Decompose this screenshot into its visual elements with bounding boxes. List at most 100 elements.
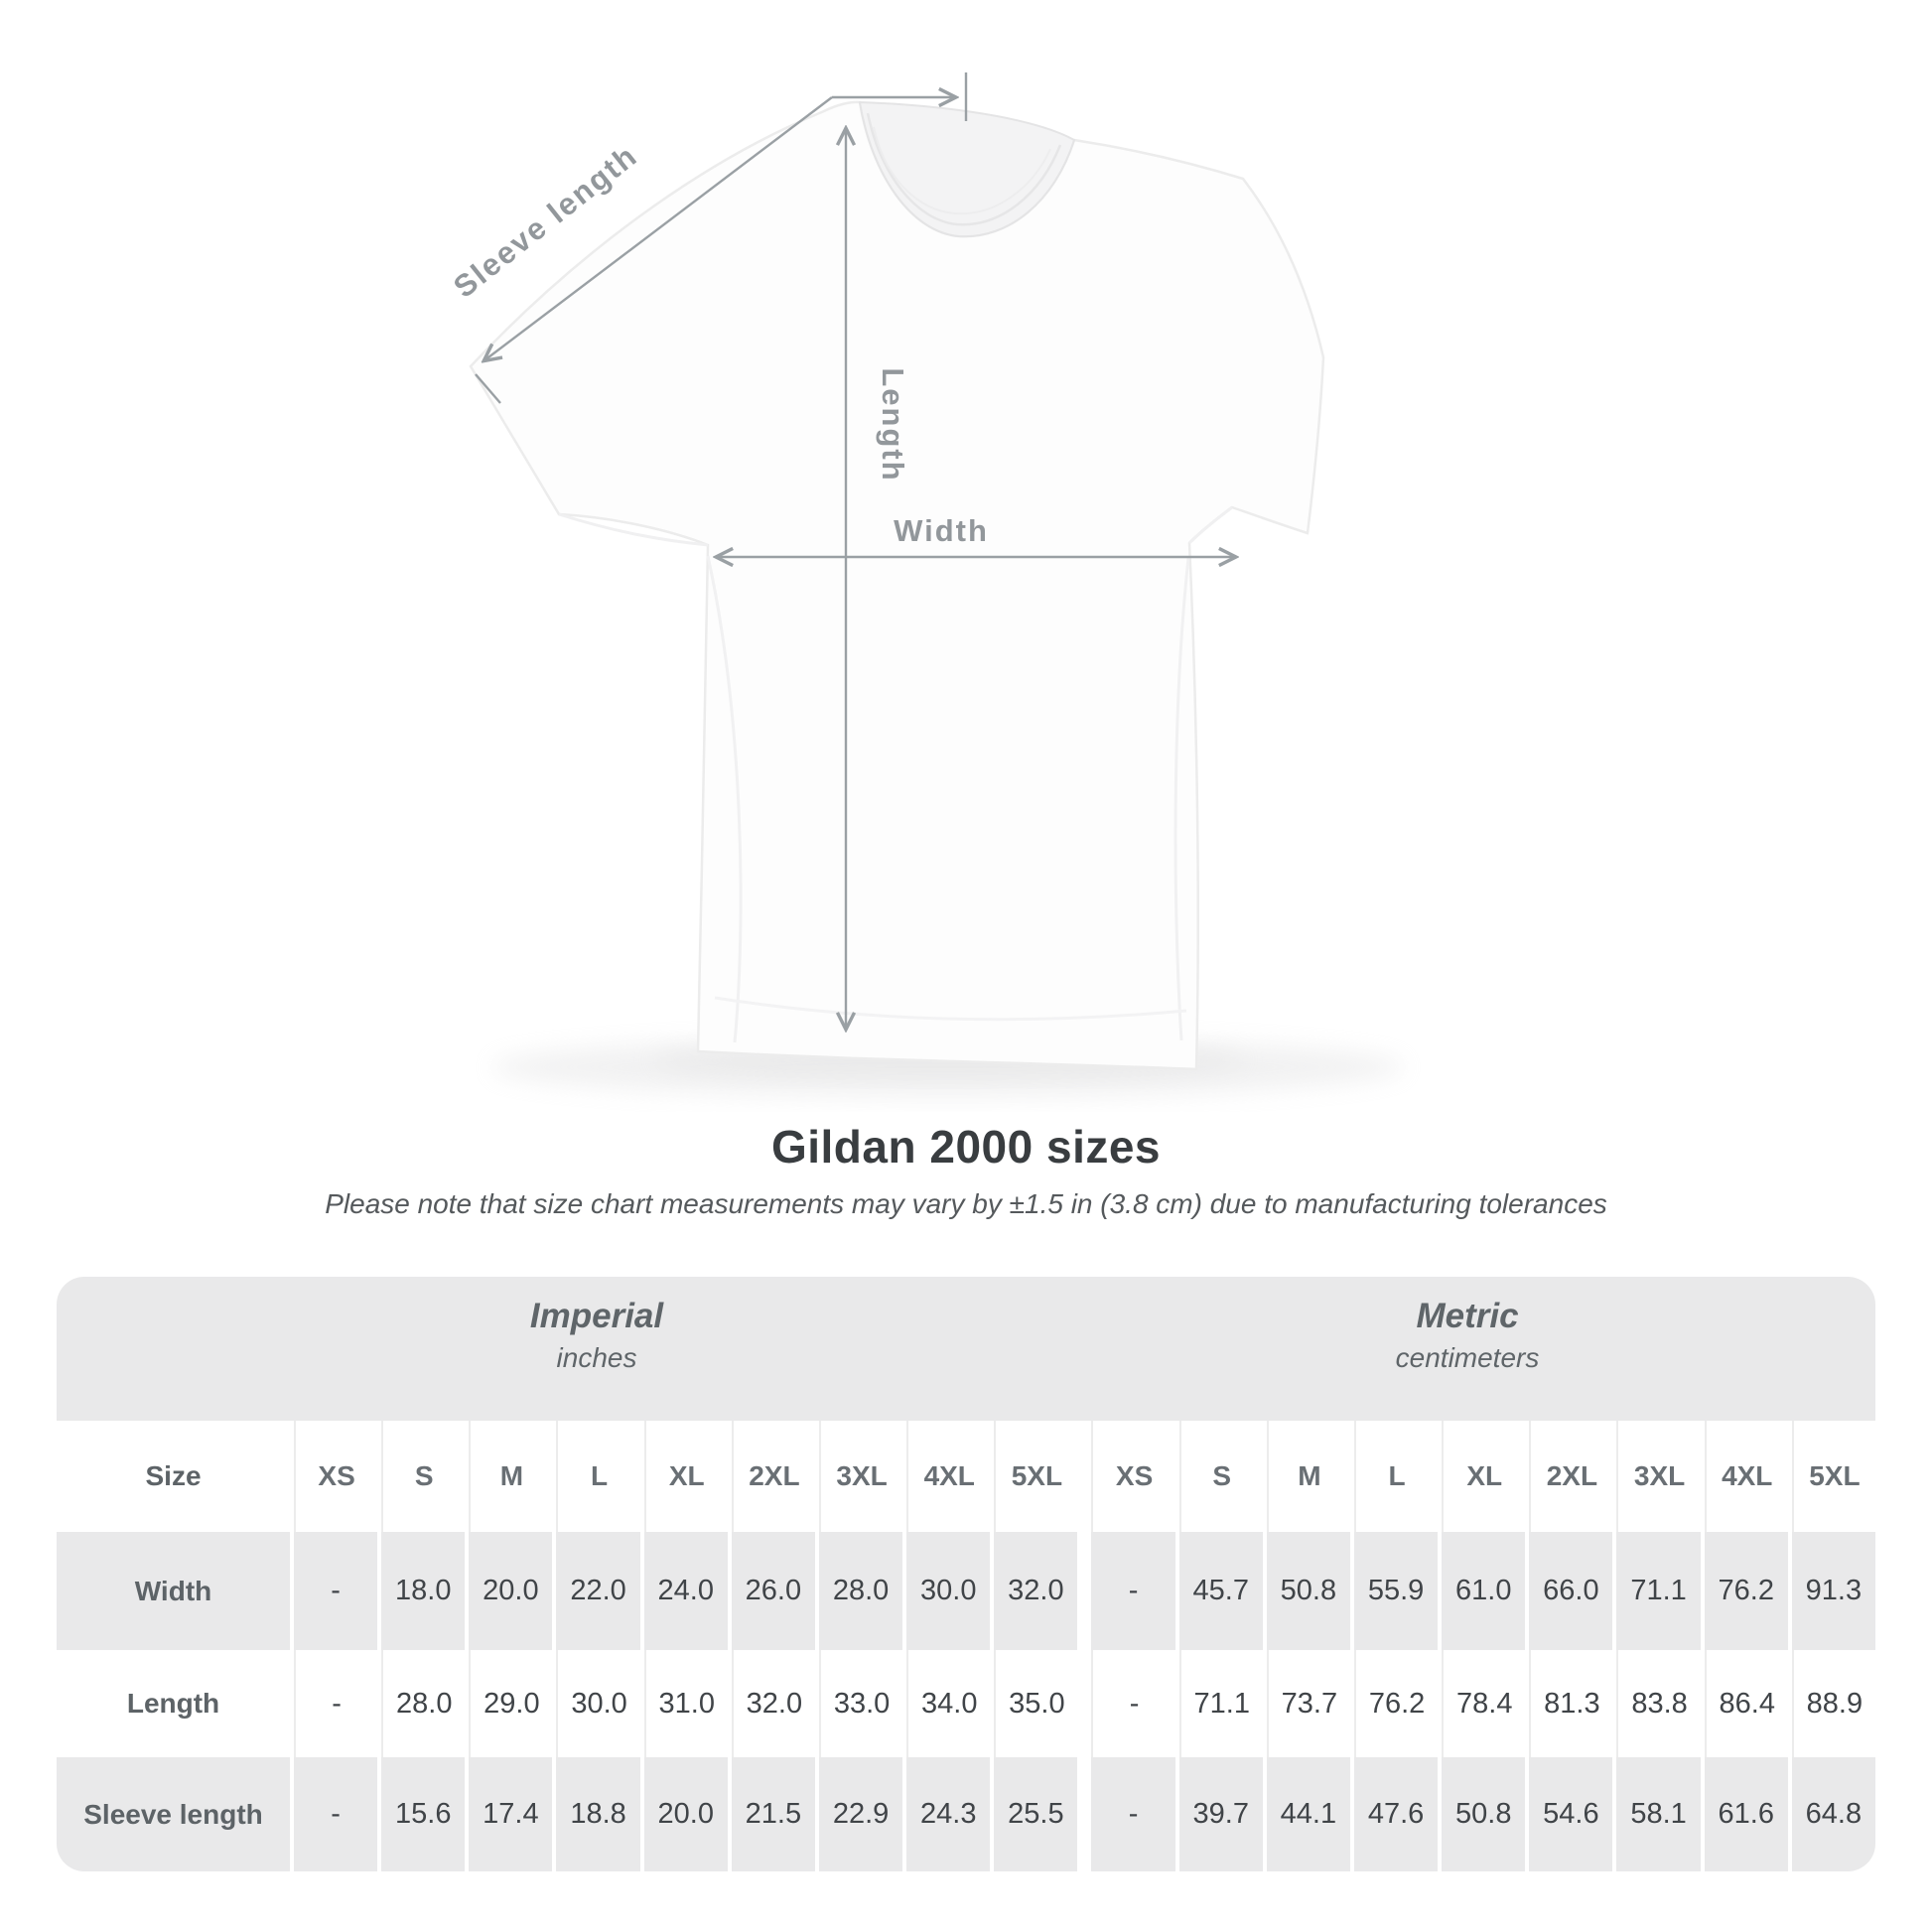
metric-value-cell: 86.4 [1704,1650,1788,1757]
imperial-value-cell: 35.0 [994,1650,1078,1757]
imperial-value-cell: 28.0 [381,1650,466,1757]
imperial-value-cell: 20.0 [469,1532,553,1650]
imperial-value-cell: 22.0 [556,1532,640,1650]
size-header-metric: S [1178,1421,1263,1532]
imperial-value-cell: 29.0 [469,1650,553,1757]
imperial-metric-gap [1081,1421,1088,1532]
metric-value-cell: 64.8 [1791,1757,1875,1871]
metric-value-cell: 73.7 [1266,1650,1350,1757]
metric-value-cell: 47.6 [1353,1757,1439,1871]
metric-value-cell: 55.9 [1353,1532,1439,1650]
metric-value-cell: 76.2 [1704,1532,1788,1650]
size-header-imperial: XL [643,1421,728,1532]
imperial-value-cell: 18.8 [556,1757,640,1871]
metric-value-cell: - [1091,1757,1175,1871]
size-header-imperial: XS [294,1421,378,1532]
imperial-value-cell: 24.0 [643,1532,728,1650]
imperial-value-cell: 15.6 [381,1757,466,1871]
imperial-value-cell: 22.9 [818,1757,903,1871]
imperial-value-cell: 31.0 [643,1650,728,1757]
imperial-value-cell: 28.0 [818,1532,903,1650]
imperial-metric-gap [1081,1532,1088,1650]
imperial-value-cell: 20.0 [643,1757,728,1871]
metric-value-cell: 58.1 [1616,1757,1701,1871]
measure-row-width: Width -18.0 20.0 22.0 24.0 26.0 28.0 30.0 32.0-4… [57,1532,1875,1650]
imperial-value-cell: 30.0 [556,1650,640,1757]
imperial-value-cell: - [294,1757,378,1871]
metric-value-cell: 81.3 [1529,1650,1613,1757]
imperial-value-cell: 33.0 [818,1650,903,1757]
metric-unit-sub: centimeters [1395,1342,1540,1373]
metric-value-cell: - [1091,1650,1175,1757]
size-header-metric: 5XL [1791,1421,1875,1532]
measure-row-sleeve-length: Sleeve length -15.6 17.4 18.8 20.0 21.5 22.9 24… [57,1757,1875,1871]
size-header-metric: 4XL [1704,1421,1788,1532]
metric-unit-name: Metric [1416,1297,1519,1335]
metric-value-cell: 76.2 [1353,1650,1439,1757]
imperial-metric-gap [1081,1757,1088,1871]
metric-value-cell: 66.0 [1529,1532,1613,1650]
measure-row-length: Length -28.0 29.0 30.0 31.0 32.0 33.0 34.0 35.0-… [57,1650,1875,1757]
imperial-unit-group: Imperial inches [530,1295,663,1378]
size-header-metric: M [1266,1421,1350,1532]
size-header-metric: XL [1442,1421,1526,1532]
imperial-value-cell: 30.0 [906,1532,991,1650]
metric-value-cell: 91.3 [1791,1532,1875,1650]
metric-value-cell: 71.1 [1616,1532,1701,1650]
imperial-value-cell: 24.3 [906,1757,991,1871]
imperial-value-cell: - [294,1650,378,1757]
metric-value-cell: 45.7 [1178,1532,1263,1650]
size-header-imperial: 3XL [818,1421,903,1532]
metric-value-cell: 88.9 [1791,1650,1875,1757]
imperial-value-cell: 34.0 [906,1650,991,1757]
metric-value-cell: 44.1 [1266,1757,1350,1871]
metric-value-cell: - [1091,1532,1175,1650]
tshirt-measurement-diagram: Sleeve length Length Width [447,72,1405,1097]
imperial-metric-gap [1081,1650,1088,1757]
imperial-value-cell: 18.0 [381,1532,466,1650]
imperial-value-cell: 32.0 [994,1532,1078,1650]
size-table: Imperial inches Metric centimeters Size X… [57,1277,1875,1871]
metric-value-cell: 83.8 [1616,1650,1701,1757]
tshirt-body [469,100,1325,1071]
imperial-value-cell: - [294,1532,378,1650]
dimension-lines [475,72,1235,1029]
row-label: Sleeve length [57,1757,290,1871]
size-header-imperial: M [469,1421,553,1532]
metric-value-cell: 50.8 [1442,1757,1526,1871]
imperial-unit-sub: inches [556,1342,637,1373]
size-header-metric: XS [1091,1421,1175,1532]
size-header-metric: L [1353,1421,1439,1532]
size-header-imperial: 4XL [906,1421,991,1532]
row-label: Width [57,1532,290,1650]
metric-value-cell: 54.6 [1529,1757,1613,1871]
metric-value-cell: 71.1 [1178,1650,1263,1757]
sleeve-extension-tick [475,373,501,404]
size-column-header: Size [57,1421,290,1532]
size-header-metric: 2XL [1529,1421,1613,1532]
imperial-value-cell: 17.4 [469,1757,553,1871]
tshirt-illustration: Sleeve length Length Width [447,72,1405,1097]
page-title: Gildan 2000 sizes [770,1121,1162,1173]
metric-unit-group: Metric centimeters [1396,1295,1540,1378]
size-header-imperial: 5XL [994,1421,1078,1532]
metric-value-cell: 78.4 [1442,1650,1526,1757]
width-label: Width [894,513,989,548]
size-header-row: Size XS S M L XL 2XL 3XL 4XL 5XL XS S M L XL 2XL 3XL 4XL 5… [57,1421,1875,1532]
page-subtitle: Please note that size chart measurements… [325,1188,1607,1219]
size-header-metric: 3XL [1616,1421,1701,1532]
length-label: Length [876,367,910,482]
imperial-value-cell: 32.0 [731,1650,815,1757]
size-header-imperial: 2XL [731,1421,815,1532]
imperial-unit-name: Imperial [529,1297,664,1335]
metric-value-cell: 50.8 [1266,1532,1350,1650]
row-label: Length [57,1650,290,1757]
size-header-imperial: S [381,1421,466,1532]
metric-value-cell: 61.0 [1442,1532,1526,1650]
heading-block: Gildan 2000 sizes Please note that size … [0,1120,1932,1221]
metric-value-cell: 39.7 [1178,1757,1263,1871]
sleeve-dimension-line [484,96,833,360]
size-header-imperial: L [556,1421,640,1532]
metric-value-cell: 61.6 [1704,1757,1788,1871]
